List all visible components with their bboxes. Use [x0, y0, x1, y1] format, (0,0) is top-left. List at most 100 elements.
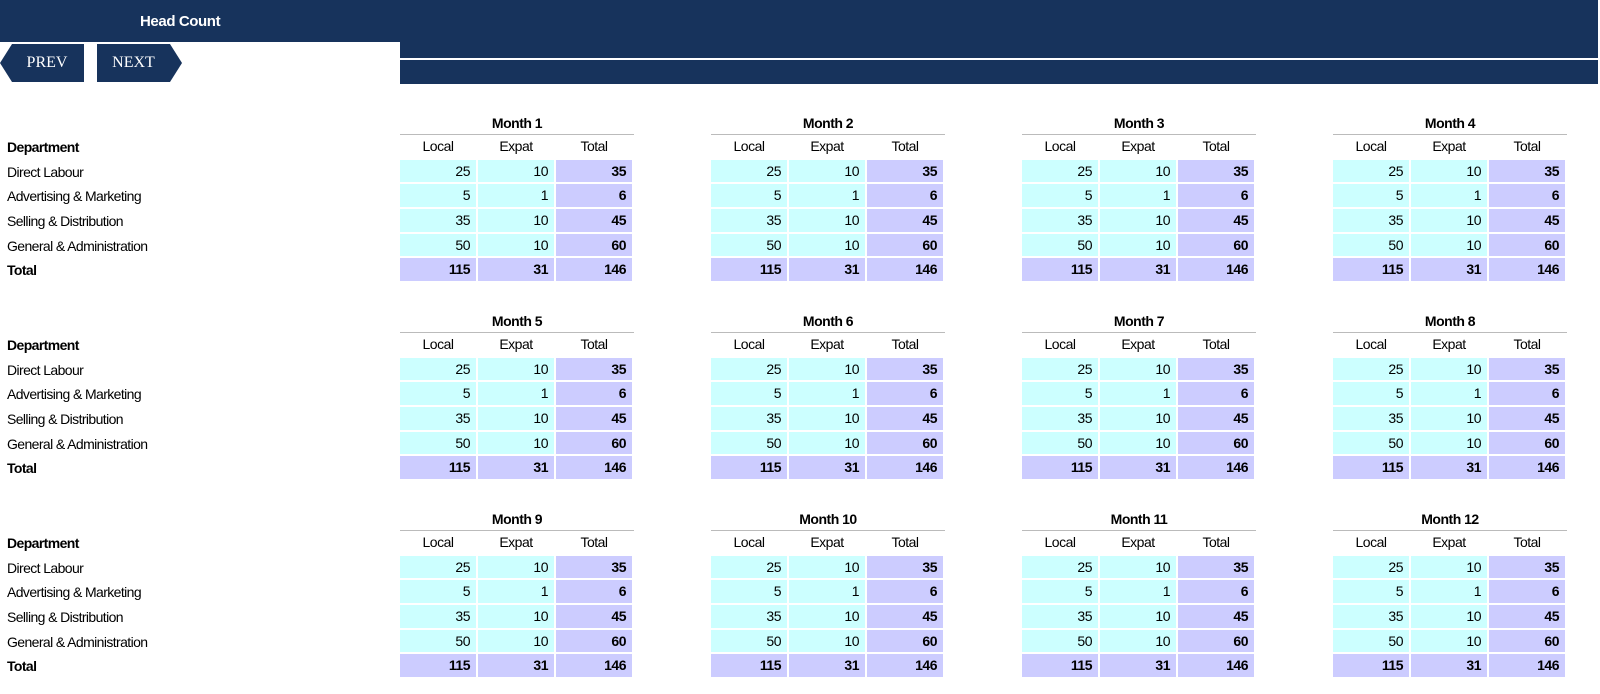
total-row-cell[interactable]: 115	[1333, 456, 1409, 480]
local-cell[interactable]: 35	[711, 209, 787, 232]
total-cell[interactable]: 60	[556, 431, 632, 455]
total-row-cell[interactable]: 146	[1178, 654, 1254, 678]
total-cell[interactable]: 6	[1178, 580, 1254, 604]
total-cell[interactable]: 45	[867, 407, 943, 430]
expat-cell[interactable]: 10	[478, 209, 554, 232]
expat-cell[interactable]: 1	[478, 580, 554, 604]
local-cell[interactable]: 25	[711, 159, 787, 183]
total-row-cell[interactable]: 31	[789, 456, 865, 480]
total-row-cell[interactable]: 146	[1489, 456, 1565, 480]
expat-cell[interactable]: 10	[1100, 209, 1176, 232]
total-cell[interactable]: 6	[1178, 184, 1254, 208]
total-row-cell[interactable]: 31	[789, 654, 865, 678]
local-cell[interactable]: 35	[1333, 209, 1409, 232]
expat-cell[interactable]: 10	[478, 431, 554, 455]
total-cell[interactable]: 45	[556, 407, 632, 430]
total-cell[interactable]: 6	[1489, 580, 1565, 604]
expat-cell[interactable]: 10	[789, 209, 865, 232]
expat-cell[interactable]: 10	[1411, 159, 1487, 183]
total-row-cell[interactable]: 31	[478, 456, 554, 480]
total-cell[interactable]: 60	[867, 431, 943, 455]
total-cell[interactable]: 35	[867, 357, 943, 381]
total-row-cell[interactable]: 31	[1100, 456, 1176, 480]
expat-cell[interactable]: 10	[1100, 431, 1176, 455]
expat-cell[interactable]: 10	[789, 233, 865, 257]
total-cell[interactable]: 60	[1178, 629, 1254, 653]
total-row-cell[interactable]: 146	[556, 456, 632, 480]
expat-cell[interactable]: 1	[789, 580, 865, 604]
local-cell[interactable]: 5	[400, 580, 476, 604]
local-cell[interactable]: 25	[400, 555, 476, 579]
total-cell[interactable]: 45	[556, 209, 632, 232]
local-cell[interactable]: 25	[1333, 357, 1409, 381]
total-row-cell[interactable]: 146	[1489, 654, 1565, 678]
local-cell[interactable]: 35	[711, 605, 787, 628]
local-cell[interactable]: 50	[1022, 233, 1098, 257]
expat-cell[interactable]: 1	[1100, 580, 1176, 604]
local-cell[interactable]: 50	[1333, 431, 1409, 455]
total-row-cell[interactable]: 146	[867, 258, 943, 282]
expat-cell[interactable]: 10	[1100, 629, 1176, 653]
local-cell[interactable]: 25	[1333, 159, 1409, 183]
total-row-cell[interactable]: 115	[400, 654, 476, 678]
local-cell[interactable]: 35	[1333, 407, 1409, 430]
expat-cell[interactable]: 1	[1100, 382, 1176, 406]
total-cell[interactable]: 60	[1489, 629, 1565, 653]
total-row-cell[interactable]: 146	[1489, 258, 1565, 282]
total-row-cell[interactable]: 115	[1022, 654, 1098, 678]
total-cell[interactable]: 6	[867, 184, 943, 208]
expat-cell[interactable]: 10	[789, 357, 865, 381]
total-row-cell[interactable]: 146	[556, 654, 632, 678]
expat-cell[interactable]: 10	[1100, 407, 1176, 430]
total-row-cell[interactable]: 115	[400, 258, 476, 282]
local-cell[interactable]: 35	[1333, 605, 1409, 628]
local-cell[interactable]: 5	[400, 184, 476, 208]
total-cell[interactable]: 35	[1489, 555, 1565, 579]
total-row-cell[interactable]: 31	[478, 258, 554, 282]
expat-cell[interactable]: 10	[789, 431, 865, 455]
total-cell[interactable]: 45	[1178, 407, 1254, 430]
total-row-cell[interactable]: 146	[1178, 456, 1254, 480]
local-cell[interactable]: 50	[711, 431, 787, 455]
total-cell[interactable]: 45	[1489, 605, 1565, 628]
expat-cell[interactable]: 10	[478, 555, 554, 579]
local-cell[interactable]: 25	[1022, 159, 1098, 183]
total-cell[interactable]: 45	[1489, 209, 1565, 232]
expat-cell[interactable]: 10	[1100, 605, 1176, 628]
total-cell[interactable]: 35	[1489, 159, 1565, 183]
expat-cell[interactable]: 10	[1100, 555, 1176, 579]
local-cell[interactable]: 5	[711, 184, 787, 208]
local-cell[interactable]: 5	[711, 580, 787, 604]
local-cell[interactable]: 5	[1022, 382, 1098, 406]
expat-cell[interactable]: 10	[478, 605, 554, 628]
total-cell[interactable]: 45	[867, 605, 943, 628]
total-row-cell[interactable]: 31	[1411, 456, 1487, 480]
total-cell[interactable]: 60	[1178, 233, 1254, 257]
total-cell[interactable]: 35	[556, 159, 632, 183]
local-cell[interactable]: 50	[400, 233, 476, 257]
total-cell[interactable]: 60	[1489, 431, 1565, 455]
total-cell[interactable]: 60	[867, 233, 943, 257]
total-cell[interactable]: 45	[556, 605, 632, 628]
local-cell[interactable]: 35	[1022, 605, 1098, 628]
total-row-cell[interactable]: 115	[711, 456, 787, 480]
total-cell[interactable]: 60	[1178, 431, 1254, 455]
expat-cell[interactable]: 10	[1411, 209, 1487, 232]
total-cell[interactable]: 35	[867, 159, 943, 183]
total-row-cell[interactable]: 31	[1411, 258, 1487, 282]
expat-cell[interactable]: 10	[478, 629, 554, 653]
local-cell[interactable]: 35	[400, 407, 476, 430]
local-cell[interactable]: 50	[711, 629, 787, 653]
total-cell[interactable]: 35	[1178, 159, 1254, 183]
local-cell[interactable]: 25	[400, 357, 476, 381]
total-cell[interactable]: 6	[556, 580, 632, 604]
local-cell[interactable]: 50	[1022, 629, 1098, 653]
total-row-cell[interactable]: 115	[1333, 654, 1409, 678]
local-cell[interactable]: 5	[711, 382, 787, 406]
total-row-cell[interactable]: 31	[1100, 258, 1176, 282]
total-row-cell[interactable]: 146	[556, 258, 632, 282]
total-cell[interactable]: 6	[867, 580, 943, 604]
total-row-cell[interactable]: 31	[1411, 654, 1487, 678]
total-row-cell[interactable]: 146	[1178, 258, 1254, 282]
local-cell[interactable]: 25	[1333, 555, 1409, 579]
